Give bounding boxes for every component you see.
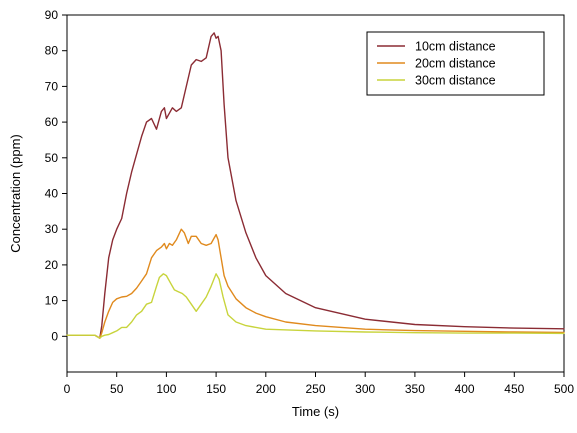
x-axis-title: Time (s) (292, 404, 339, 419)
x-tick-label: 250 (305, 382, 325, 396)
y-tick-label: 40 (45, 187, 59, 201)
y-tick-label: 70 (45, 79, 59, 93)
axis-ticks: 0 50 100 150 200 250 300 350 400 450 500 0 10 20 30 40 5… (45, 8, 575, 396)
y-tick-label: 60 (45, 115, 59, 129)
y-tick-label: 50 (45, 151, 59, 165)
y-axis-title: Concentration (ppm) (8, 134, 23, 253)
x-tick-label: 350 (405, 382, 425, 396)
y-tick-label: 30 (45, 222, 59, 236)
series-line-2 (66, 228, 565, 339)
y-tick-label: 80 (45, 44, 59, 58)
legend-label: 30cm distance (415, 74, 496, 88)
series-line-3 (66, 273, 565, 339)
legend-label: 10cm distance (415, 40, 496, 54)
series-line-1 (66, 32, 565, 339)
x-tick-label: 0 (64, 382, 71, 396)
x-tick-label: 50 (110, 382, 124, 396)
x-tick-label: 450 (504, 382, 524, 396)
x-tick-label: 150 (206, 382, 226, 396)
y-tick-label: 10 (45, 294, 59, 308)
y-tick-label: 90 (45, 8, 59, 22)
y-tick-label: 20 (45, 258, 59, 272)
x-tick-label: 400 (455, 382, 475, 396)
x-tick-label: 300 (355, 382, 375, 396)
x-tick-label: 100 (156, 382, 176, 396)
y-tick-label: 0 (51, 329, 58, 343)
legend: 10cm distance 20cm distance 30cm distance (366, 31, 545, 96)
x-tick-label: 500 (554, 382, 574, 396)
series-lines (66, 32, 565, 339)
x-tick-label: 200 (256, 382, 276, 396)
legend-label: 20cm distance (415, 57, 496, 71)
